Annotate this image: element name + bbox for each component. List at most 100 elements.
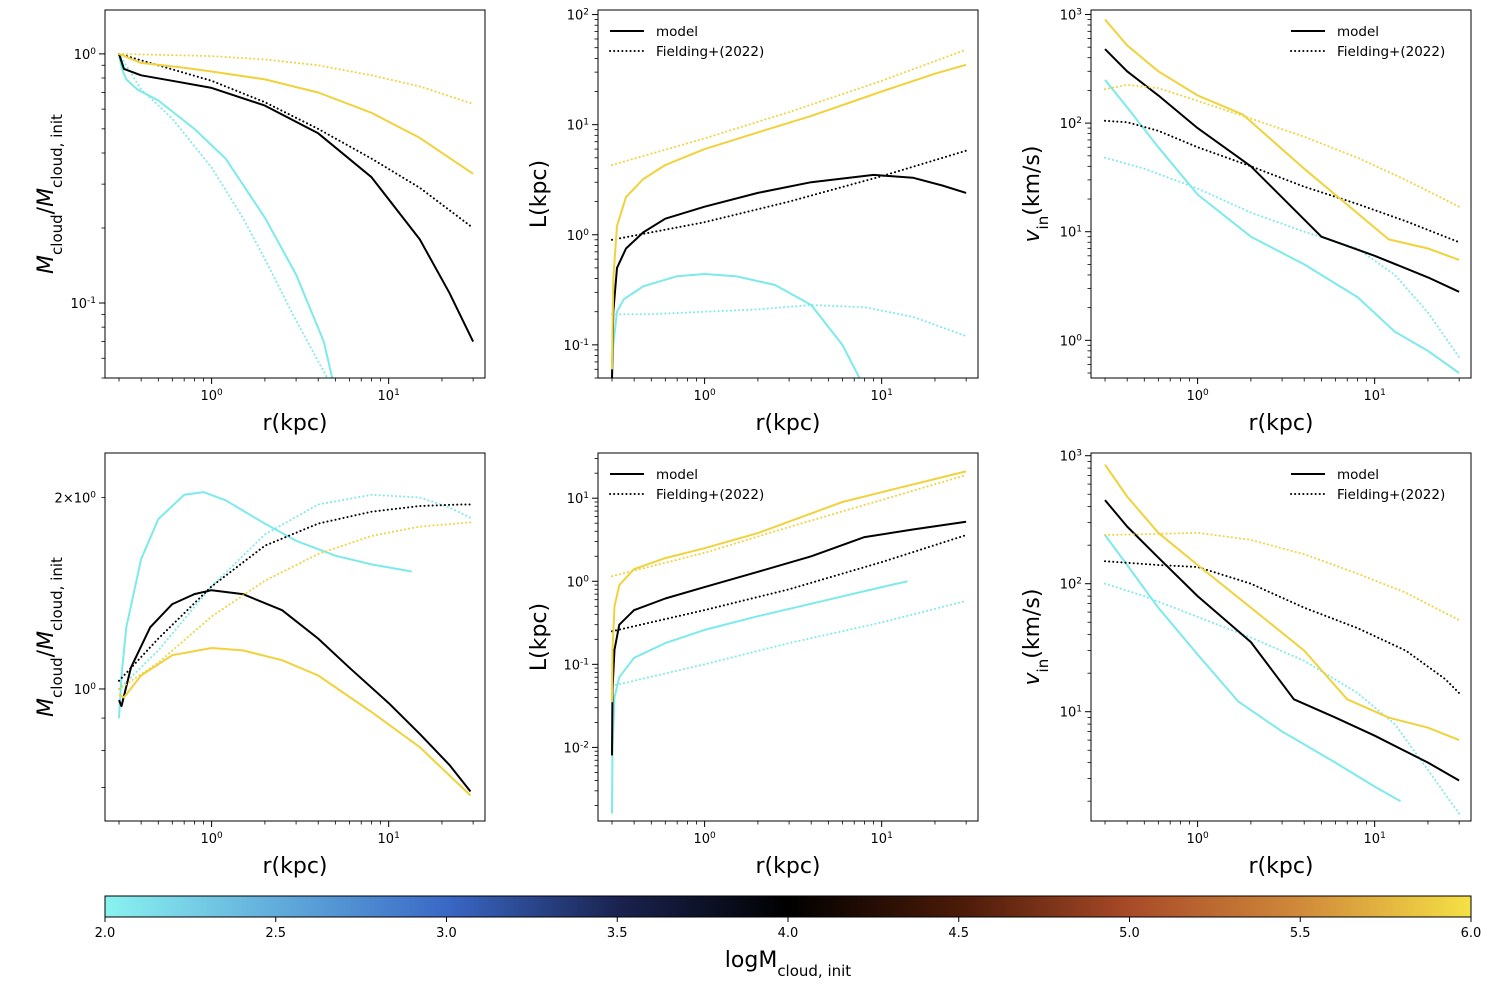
- series-line-logm-6-model: [1104, 18, 1460, 261]
- series-line-logm-6-fielding-2022-: [611, 474, 968, 578]
- series-line-logm-2-model: [1104, 534, 1401, 803]
- series-line-logm-4-fielding-2022-: [1104, 119, 1461, 244]
- series-group: [118, 491, 475, 797]
- y-tick-label: 10-2: [563, 740, 589, 756]
- colorbar-tick-label: 5.0: [1119, 926, 1140, 941]
- series-line-logm-2-fielding-2022-: [118, 52, 329, 378]
- colorbar-tick-label: 4.5: [948, 926, 969, 941]
- y-axis-label: L(kpc): [527, 160, 552, 228]
- y-tick-label: 100: [567, 228, 590, 244]
- legend-label-fielding: Fielding+(2022): [1337, 44, 1445, 60]
- plot-area: [598, 10, 978, 378]
- y-tick-label: 10-1: [563, 338, 589, 354]
- panels: 100 101 10-1 100 r(kpc) Mcloud/Mcloud, init 10…: [34, 7, 1472, 879]
- y-tick-label: 102: [1060, 116, 1082, 132]
- x-axis-label: r(kpc): [755, 411, 820, 436]
- plot-area: [1091, 10, 1471, 378]
- x-tick-label: 101: [378, 831, 400, 847]
- ticks: [1085, 455, 1460, 827]
- x-tick-label: 100: [693, 831, 716, 847]
- y-tick-label: 10-1: [563, 657, 589, 673]
- legend-label-model: model: [656, 467, 698, 483]
- colorbar-tick-label: 3.0: [436, 926, 457, 941]
- y-tick-label: 101: [1060, 225, 1082, 241]
- series-line-logm-6-fielding-2022-: [611, 48, 968, 166]
- series-line-logm-4-fielding-2022-: [1104, 560, 1461, 694]
- x-tick-label: 100: [200, 831, 223, 847]
- series-line-logm-6-model: [611, 470, 967, 703]
- y-tick-label: 103: [1060, 449, 1082, 465]
- series-line-logm-4-model: [118, 589, 472, 793]
- colorbar-tick-label: 2.0: [95, 926, 116, 941]
- series-line-logm-2-fielding-2022-: [1104, 156, 1461, 359]
- series-line-logm-2-model: [118, 53, 334, 378]
- axes-frame: [597, 9, 979, 379]
- x-axis-label: r(kpc): [1248, 411, 1313, 436]
- x-tick-label: 100: [1186, 388, 1209, 404]
- y-tick-label: 10-1: [70, 296, 96, 312]
- x-axis-label: r(kpc): [262, 854, 327, 879]
- y-axis-label: vin(km/s): [1020, 146, 1052, 243]
- axes-frame: [1090, 9, 1472, 379]
- plot-area: [105, 10, 485, 378]
- series-group: [118, 52, 475, 378]
- panel-p2: 100 101 10-1 100 101 102 r(kpc) L(kpc) model Fiel…: [527, 8, 979, 436]
- series-group: [611, 48, 968, 378]
- series-line-logm-6-model: [118, 52, 474, 175]
- colorbar-tick-label: 6.0: [1461, 926, 1482, 941]
- y-tick-label: 100: [567, 574, 590, 590]
- x-tick-label: 101: [1364, 388, 1386, 404]
- panel-p1: 100 101 10-1 100 r(kpc) Mcloud/Mcloud, init: [34, 9, 486, 436]
- x-tick-label: 100: [1186, 831, 1209, 847]
- ticks: [99, 53, 474, 384]
- panel-p6: 100 101 101 102 103 r(kpc) vin(km/s) model Field…: [1020, 449, 1472, 879]
- ticks: [1085, 13, 1460, 384]
- legend: model Fielding+(2022): [609, 24, 764, 60]
- series-line-logm-4-model: [611, 520, 967, 756]
- x-axis-label: r(kpc): [1248, 854, 1313, 879]
- series-line-logm-6-model: [611, 63, 967, 370]
- series-line-logm-2-model: [118, 491, 412, 719]
- series-line-logm-2-fielding-2022-: [611, 304, 968, 338]
- series-line-logm-4-fielding-2022-: [611, 149, 968, 241]
- y-axis-label: Mcloud/Mcloud, init: [34, 557, 66, 717]
- axes-frame: [1090, 452, 1472, 822]
- series-group: [1104, 464, 1461, 815]
- colorbar-tick-label: 2.5: [265, 926, 286, 941]
- series-line-logm-6-model: [1104, 464, 1460, 742]
- y-tick-label: 101: [567, 118, 589, 134]
- y-tick-label: 103: [1060, 7, 1082, 23]
- series-line-logm-2-model: [611, 273, 861, 378]
- panel-p5: 100 101 10-2 10-1 100 101 r(kpc) L(kpc) model Fie…: [527, 452, 979, 879]
- colorbar-label: logMcloud, init: [725, 948, 852, 980]
- legend-label-model: model: [656, 24, 698, 40]
- series-line-logm-4-model: [1104, 499, 1460, 782]
- colorbar-tick-label: 5.5: [1290, 926, 1311, 941]
- plot-area: [1091, 453, 1471, 821]
- legend: model Fielding+(2022): [609, 467, 764, 503]
- series-line-logm-6-fielding-2022-: [118, 52, 475, 105]
- legend-label-model: model: [1337, 24, 1379, 40]
- ticks: [99, 497, 474, 827]
- y-axis-label: L(kpc): [527, 603, 552, 671]
- y-axis-label: Mcloud/Mcloud, init: [34, 114, 66, 274]
- x-tick-label: 101: [871, 831, 893, 847]
- legend: model Fielding+(2022): [1290, 24, 1445, 60]
- series-line-logm-6-fielding-2022-: [1104, 83, 1461, 208]
- y-tick-label: 102: [567, 8, 589, 24]
- series-line-logm-2-model: [611, 580, 908, 814]
- y-tick-label: 102: [1060, 577, 1082, 593]
- axes-frame: [104, 9, 486, 379]
- colorbar-tick-label: 3.5: [607, 926, 628, 941]
- ticks: [592, 458, 967, 827]
- legend-label-fielding: Fielding+(2022): [656, 44, 764, 60]
- x-axis-label: r(kpc): [755, 854, 820, 879]
- x-tick-label: 100: [200, 388, 223, 404]
- series-line-logm-4-fielding-2022-: [611, 534, 968, 633]
- series-group: [1104, 18, 1461, 374]
- y-tick-label: 101: [1060, 705, 1082, 721]
- series-line-logm-4-fielding-2022-: [118, 52, 475, 229]
- y-tick-label: 2×100: [55, 491, 97, 507]
- x-tick-label: 101: [378, 388, 400, 404]
